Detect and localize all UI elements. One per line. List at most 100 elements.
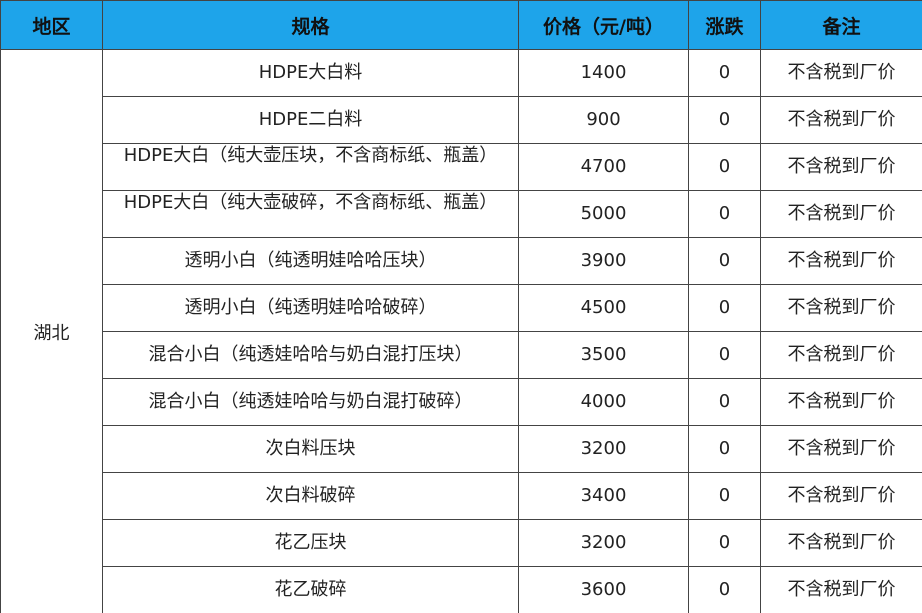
change-cell: 0 <box>688 284 761 332</box>
cell-text: HDPE二白料 <box>258 109 363 130</box>
change-cell: 0 <box>688 190 761 238</box>
price-cell: 4500 <box>518 284 689 332</box>
note-cell: 不含税到厂价 <box>760 190 922 238</box>
price-cell: 1400 <box>518 49 689 97</box>
change-cell: 0 <box>688 378 761 426</box>
note-cell: 不含税到厂价 <box>760 143 922 191</box>
cell-text: 0 <box>718 532 731 553</box>
cell-text: 4700 <box>580 156 627 177</box>
cell-text: 3900 <box>580 250 627 271</box>
cell-text: 0 <box>718 485 731 506</box>
note-cell: 不含税到厂价 <box>760 237 922 285</box>
change-cell: 0 <box>688 566 761 613</box>
cell-text: HDPE大白（纯大壶压块，不含商标纸、瓶盖） <box>123 145 498 166</box>
spec-cell: HDPE二白料 <box>102 96 519 144</box>
table-row: 混合小白（纯透娃哈哈与奶白混打压块） 3500 0 不含税到厂价 <box>1 331 922 379</box>
table-row: 次白料破碎 3400 0 不含税到厂价 <box>1 472 922 520</box>
cell-text: 花乙压块 <box>274 532 347 553</box>
cell-text: HDPE大白（纯大壶破碎，不含商标纸、瓶盖） <box>123 192 498 213</box>
cell-text: 0 <box>718 62 731 83</box>
cell-text: 不含税到厂价 <box>787 485 896 506</box>
cell-text: 3600 <box>580 579 627 600</box>
header-cell: 价格（元/吨） <box>518 0 689 50</box>
note-cell: 不含税到厂价 <box>760 331 922 379</box>
cell-text: 0 <box>718 156 731 177</box>
spec-cell: HDPE大白（纯大壶破碎，不含商标纸、瓶盖） <box>102 190 519 238</box>
cell-text: 0 <box>718 203 731 224</box>
cell-text: 900 <box>586 109 621 130</box>
cell-text: 混合小白（纯透娃哈哈与奶白混打压块） <box>148 344 473 365</box>
table-row: 透明小白（纯透明娃哈哈破碎） 4500 0 不含税到厂价 <box>1 284 922 332</box>
price-cell: 3400 <box>518 472 689 520</box>
cell-text: 不含税到厂价 <box>787 203 896 224</box>
spec-cell: 次白料压块 <box>102 425 519 473</box>
cell-text: 混合小白（纯透娃哈哈与奶白混打破碎） <box>148 391 473 412</box>
note-cell: 不含税到厂价 <box>760 425 922 473</box>
cell-text: 4000 <box>580 391 627 412</box>
spec-cell: 次白料破碎 <box>102 472 519 520</box>
spec-cell: HDPE大白料 <box>102 49 519 97</box>
spec-cell: HDPE大白（纯大壶压块，不含商标纸、瓶盖） <box>102 143 519 191</box>
cell-text: 0 <box>718 579 731 600</box>
cell-text: 3200 <box>580 438 627 459</box>
cell-text: 3400 <box>580 485 627 506</box>
spec-cell: 混合小白（纯透娃哈哈与奶白混打压块） <box>102 331 519 379</box>
spec-cell: 花乙破碎 <box>102 566 519 613</box>
cell-text: 不含税到厂价 <box>787 297 896 318</box>
change-cell: 0 <box>688 143 761 191</box>
cell-text: 不含税到厂价 <box>787 532 896 553</box>
price-cell: 4700 <box>518 143 689 191</box>
table-row: 花乙破碎 3600 0 不含税到厂价 <box>1 566 922 613</box>
table-row: 次白料压块 3200 0 不含税到厂价 <box>1 425 922 473</box>
cell-text: 不含税到厂价 <box>787 344 896 365</box>
table-row: 湖北 HDPE大白料 1400 0 不含税到厂价 <box>0 49 922 613</box>
cell-text: HDPE大白料 <box>258 62 363 83</box>
cell-text: 不含税到厂价 <box>787 156 896 177</box>
change-cell: 0 <box>688 96 761 144</box>
region-text: 湖北 <box>33 322 70 344</box>
cell-text: 0 <box>718 391 731 412</box>
cell-text: 5000 <box>580 203 627 224</box>
header-cell: 规格 <box>102 0 519 50</box>
cell-text: 透明小白（纯透明娃哈哈破碎） <box>184 297 437 318</box>
table-row: HDPE二白料 900 0 不含税到厂价 <box>1 96 922 144</box>
price-cell: 3900 <box>518 237 689 285</box>
price-cell: 4000 <box>518 378 689 426</box>
price-cell: 900 <box>518 96 689 144</box>
region-cell: 湖北 <box>0 49 103 613</box>
price-cell: 3500 <box>518 331 689 379</box>
spec-cell: 花乙压块 <box>102 519 519 567</box>
change-cell: 0 <box>688 472 761 520</box>
cell-text: 次白料压块 <box>265 438 356 459</box>
cell-text: 0 <box>718 344 731 365</box>
note-cell: 不含税到厂价 <box>760 472 922 520</box>
cell-text: 1400 <box>580 62 627 83</box>
table-row: 混合小白（纯透娃哈哈与奶白混打破碎） 4000 0 不含税到厂价 <box>1 378 922 426</box>
cell-text: 0 <box>718 109 731 130</box>
change-cell: 0 <box>688 331 761 379</box>
cell-text: 不含税到厂价 <box>787 579 896 600</box>
price-cell: 3200 <box>518 519 689 567</box>
cell-text: 不含税到厂价 <box>787 62 896 83</box>
cell-text: 0 <box>718 250 731 271</box>
cell-text: 不含税到厂价 <box>787 391 896 412</box>
table-row: HDPE大白（纯大壶破碎，不含商标纸、瓶盖） 5000 0 不含税到厂价 <box>1 190 922 238</box>
cell-text: 花乙破碎 <box>274 579 347 600</box>
header-cell: 备注 <box>760 0 922 50</box>
cell-text: 次白料破碎 <box>265 485 356 506</box>
change-cell: 0 <box>688 49 761 97</box>
cell-text: 3200 <box>580 532 627 553</box>
change-cell: 0 <box>688 425 761 473</box>
spec-cell: 混合小白（纯透娃哈哈与奶白混打破碎） <box>102 378 519 426</box>
note-cell: 不含税到厂价 <box>760 378 922 426</box>
cell-text: 4500 <box>580 297 627 318</box>
header-cell: 地区 <box>0 0 103 50</box>
table-row: 透明小白（纯透明娃哈哈压块） 3900 0 不含税到厂价 <box>1 237 922 285</box>
change-cell: 0 <box>688 519 761 567</box>
price-cell: 3200 <box>518 425 689 473</box>
cell-text: 透明小白（纯透明娃哈哈压块） <box>184 250 437 271</box>
note-cell: 不含税到厂价 <box>760 566 922 613</box>
price-cell: 3600 <box>518 566 689 613</box>
